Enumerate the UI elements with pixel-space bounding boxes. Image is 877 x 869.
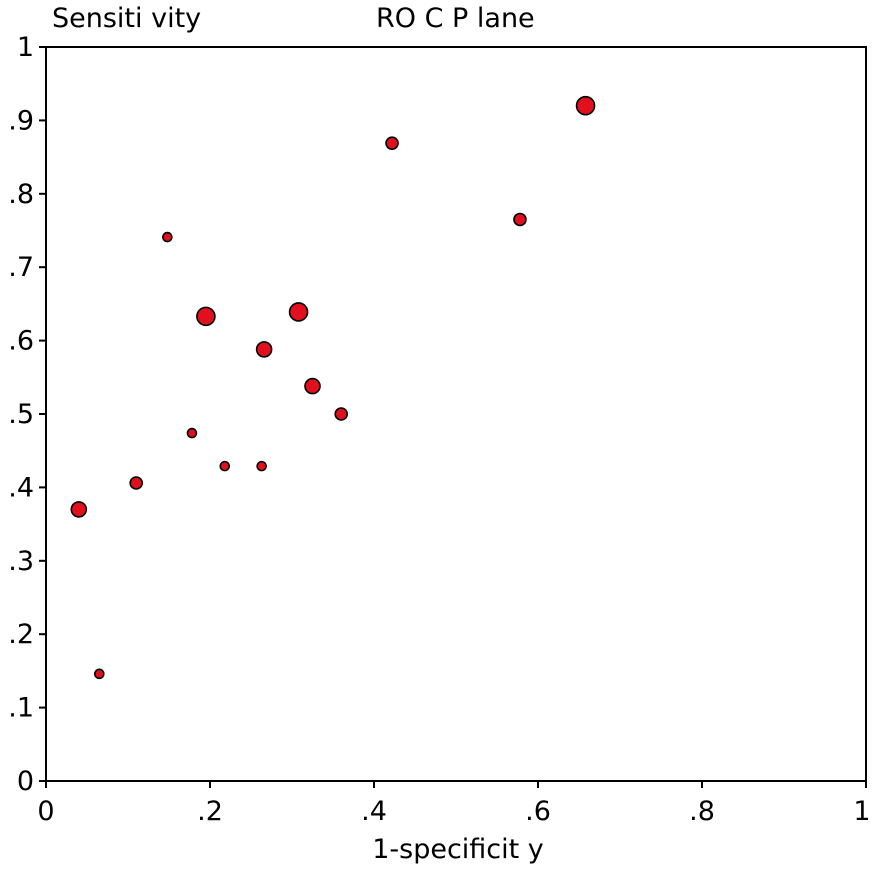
plot-frame bbox=[45, 46, 867, 782]
x-tick-label: .6 bbox=[525, 796, 551, 827]
data-point bbox=[219, 460, 231, 472]
y-tick-label: .6 bbox=[8, 326, 34, 357]
x-tick-label: 1 bbox=[853, 796, 870, 827]
data-markers bbox=[70, 95, 596, 680]
chart-title: RO C P lane bbox=[376, 3, 535, 34]
x-tick-label: 0 bbox=[37, 796, 54, 827]
y-axis-ticks: 0 .1 .2 .3 .4 .5 .6 .7 .8 .9 1 bbox=[8, 32, 46, 797]
x-tick-label: .2 bbox=[197, 796, 223, 827]
y-axis-title: Sensiti vity bbox=[52, 3, 201, 34]
y-tick-label: 1 bbox=[17, 32, 34, 63]
data-point bbox=[162, 231, 173, 243]
data-point bbox=[304, 377, 321, 395]
y-tick-label: .3 bbox=[8, 546, 34, 577]
data-point bbox=[94, 668, 105, 680]
y-tick-label: .9 bbox=[8, 105, 34, 136]
data-point bbox=[256, 460, 267, 472]
x-tick-label: .8 bbox=[689, 796, 715, 827]
y-tick-label: .8 bbox=[8, 179, 34, 210]
y-tick-label: .7 bbox=[8, 252, 34, 283]
data-point bbox=[334, 407, 349, 421]
data-point bbox=[385, 136, 399, 150]
x-axis-ticks: 0 .2 .4 .6 .8 1 bbox=[37, 781, 871, 827]
x-tick-label: .4 bbox=[361, 796, 387, 827]
data-point bbox=[255, 341, 273, 358]
y-tick-label: .4 bbox=[8, 472, 34, 503]
data-point bbox=[288, 302, 309, 322]
y-tick-label: .2 bbox=[8, 619, 34, 650]
data-point bbox=[129, 476, 143, 490]
data-point bbox=[513, 212, 527, 227]
data-point bbox=[196, 306, 216, 327]
y-tick-label: .1 bbox=[8, 693, 34, 724]
data-point bbox=[575, 95, 596, 116]
y-tick-label: 0 bbox=[17, 766, 34, 797]
y-tick-label: .5 bbox=[8, 399, 34, 430]
x-axis-title: 1-specificit y bbox=[372, 834, 544, 865]
data-point bbox=[186, 427, 198, 439]
data-point bbox=[70, 501, 88, 518]
